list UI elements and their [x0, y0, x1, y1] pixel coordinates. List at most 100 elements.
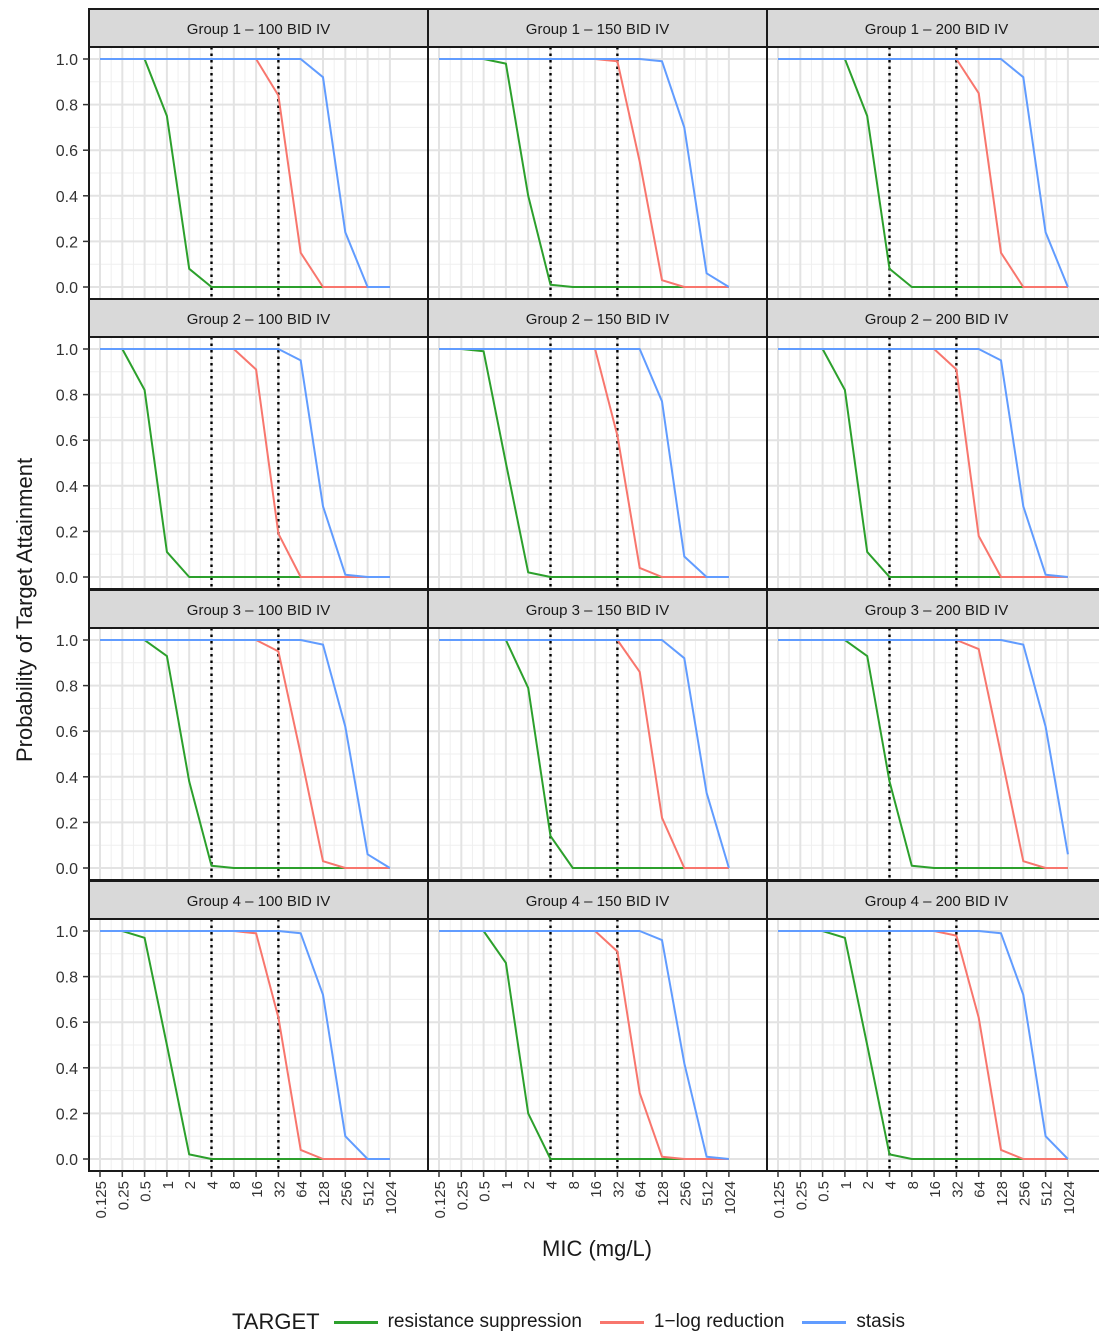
panel-title: Group 3 – 200 BID IV [865, 602, 1008, 619]
x-tick-label: 8 [905, 1181, 922, 1189]
x-tick-label: 32 [949, 1181, 966, 1198]
y-tick-label: 0.4 [56, 770, 78, 787]
series-line-stasis [100, 930, 390, 1160]
x-tick-label: 64 [972, 1181, 989, 1198]
panel-9: Group 3 – 200 BID IV [766, 589, 1099, 881]
panel-8: Group 3 – 150 BID IV [427, 589, 768, 881]
x-tick-label: 256 [677, 1181, 694, 1206]
x-tick-label: 512 [1039, 1181, 1056, 1206]
y-tick-label: 0.6 [56, 724, 78, 741]
y-tick-label: 0.6 [56, 433, 78, 450]
x-tick-label: 512 [361, 1181, 378, 1206]
x-axis-title: MIC (mg/L) [542, 1236, 652, 1261]
x-tick-label: 8 [227, 1181, 244, 1189]
legend-swatch-resistance [333, 1320, 378, 1324]
panel-title: Group 3 – 150 BID IV [526, 602, 669, 619]
legend-label-resistance: resistance suppression [387, 1311, 582, 1332]
series-line-stasis [778, 639, 1069, 855]
panel-strip [427, 8, 768, 48]
x-tick-label: 1024 [383, 1181, 400, 1214]
x-tick-label: 0.25 [793, 1181, 810, 1210]
panel-strip [766, 589, 1099, 629]
y-tick-label: 0.2 [56, 815, 78, 832]
x-tick-label: 0.5 [816, 1181, 833, 1202]
x-tick-label: 16 [927, 1181, 944, 1198]
series-line-stasis [439, 348, 729, 578]
panel-title: Group 2 – 100 BID IV [187, 311, 330, 328]
series-line-resistance-suppression [100, 639, 390, 869]
panel-strip [766, 298, 1099, 338]
panel-title: Group 4 – 200 BID IV [865, 893, 1008, 910]
legend-swatch-stasis [802, 1320, 847, 1324]
series-line-stasis [100, 348, 390, 578]
x-tick-label: 0.125 [771, 1181, 788, 1219]
x-tick-label: 1024 [722, 1181, 739, 1214]
y-tick-label: 0.0 [56, 861, 78, 878]
x-tick-label: 0.25 [115, 1181, 132, 1210]
panel-1: Group 1 – 100 BID IV 0.0 0.2 0.4 0.6 0.8 1.0 [56, 8, 429, 300]
x-tick-label: 1024 [1061, 1181, 1078, 1214]
panel-title: Group 1 – 200 BID IV [865, 21, 1008, 38]
panel-title: Group 1 – 150 BID IV [526, 21, 669, 38]
x-tick-label: 0.5 [138, 1181, 155, 1202]
x-tick-label: 256 [338, 1181, 355, 1206]
y-tick-label: 0.0 [56, 1152, 78, 1169]
panel-3: Group 1 – 200 BID IV [766, 8, 1099, 300]
panel-strip [88, 589, 429, 629]
x-tick-label: 1 [160, 1181, 177, 1189]
panel-title: Group 1 – 100 BID IV [187, 21, 330, 38]
panel-title: Group 3 – 100 BID IV [187, 602, 330, 619]
series-line-stasis [100, 58, 390, 288]
y-tick-label: 0.0 [56, 280, 78, 297]
panel-title: Group 4 – 150 BID IV [526, 893, 669, 910]
y-axis-title: Probability of Target Attainment [12, 458, 37, 762]
panel-12: Group 4 – 200 BID IV 0.125 0.25 0.5 1 2 4 8 16 32… [766, 880, 1099, 1219]
panel-title: Group 2 – 200 BID IV [865, 311, 1008, 328]
x-tick-label: 2 [860, 1181, 877, 1189]
series-line-stasis [778, 58, 1069, 288]
x-tick-label: 64 [633, 1181, 650, 1198]
panel-strip [427, 880, 768, 920]
panel-2: Group 1 – 150 BID IV [427, 8, 768, 300]
legend-title: TARGET [232, 1309, 320, 1334]
x-tick-label: 16 [249, 1181, 266, 1198]
panel-title: Group 4 – 100 BID IV [187, 893, 330, 910]
legend-item-1log: 1−log reduction [599, 1311, 785, 1333]
x-tick-label: 0.25 [454, 1181, 471, 1210]
panel-title: Group 2 – 150 BID IV [526, 311, 669, 328]
series-line-stasis [439, 58, 730, 288]
panel-4: Group 2 – 100 BID IV 0.0 0.2 0.4 0.6 0.8 1.0 [56, 298, 429, 590]
x-tick-label: 4 [205, 1181, 222, 1189]
series-line-stasis [439, 930, 730, 1160]
series-line-stasis [439, 639, 730, 869]
legend: TARGET resistance suppression 1−log redu… [232, 1306, 923, 1338]
y-tick-label: 0.6 [56, 1015, 78, 1032]
legend-label-1log: 1−log reduction [653, 1311, 785, 1332]
x-tick-label: 1 [838, 1181, 855, 1189]
x-tick-label: 128 [316, 1181, 333, 1206]
y-tick-label: 0.8 [56, 98, 78, 115]
x-tick-label: 0.5 [477, 1181, 494, 1202]
panel-11: Group 4 – 150 BID IV 0.125 0.25 0.5 1 2 4 8 16 32… [427, 880, 768, 1219]
y-tick-label: 0.4 [56, 1061, 78, 1078]
y-tick-label: 0.4 [56, 189, 78, 206]
y-tick-label: 0.2 [56, 1106, 78, 1123]
x-tick-label: 32 [610, 1181, 627, 1198]
legend-label-stasis: stasis [856, 1311, 905, 1332]
x-tick-label: 4 [883, 1181, 900, 1189]
y-tick-label: 0.8 [56, 970, 78, 987]
y-tick-label: 1.0 [56, 342, 78, 359]
panel-strip [88, 298, 429, 338]
x-tick-label: 128 [655, 1181, 672, 1206]
panel-5: Group 2 – 150 BID IV [427, 298, 768, 590]
panel-strip [427, 298, 768, 338]
y-tick-label: 0.4 [56, 479, 78, 496]
panel-10: Group 4 – 100 BID IV 0.0 0.2 0.4 0.6 0.8 1.0 0.… [56, 880, 429, 1219]
x-tick-label: 128 [994, 1181, 1011, 1206]
x-tick-label: 32 [271, 1181, 288, 1198]
x-tick-label: 8 [566, 1181, 583, 1189]
x-tick-label: 256 [1016, 1181, 1033, 1206]
x-tick-label: 2 [182, 1181, 199, 1189]
x-tick-label: 2 [521, 1181, 538, 1189]
